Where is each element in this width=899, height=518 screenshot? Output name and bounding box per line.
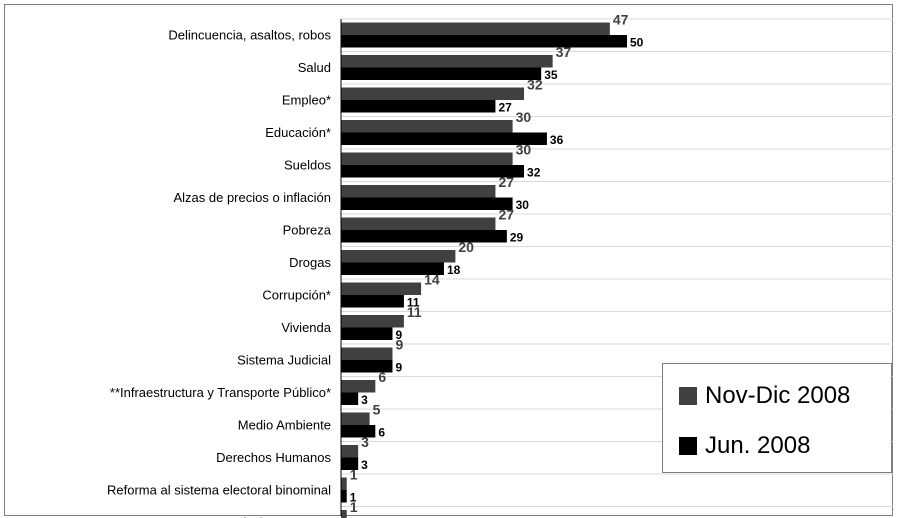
bar [341, 360, 393, 373]
bar [341, 165, 525, 178]
bar [341, 347, 393, 360]
bar [341, 327, 393, 340]
bar [341, 67, 542, 80]
legend: Nov-Dic 2008 Jun. 2008 [662, 363, 892, 473]
bar [341, 380, 376, 393]
bar [341, 35, 627, 48]
legend-item-nov-dic-2008: Nov-Dic 2008 [679, 382, 850, 410]
data-label: 30 [516, 142, 532, 158]
category-label: No sabe/No contesta [210, 515, 332, 518]
bar [341, 132, 547, 145]
data-label: 20 [458, 239, 474, 255]
legend-item-jun-2008: Jun. 2008 [679, 432, 810, 460]
data-label: 5 [373, 402, 381, 418]
data-label: 35 [544, 68, 558, 82]
category-label: Derechos Humanos [216, 450, 331, 465]
legend-swatch-nov-dic-2008 [679, 387, 697, 405]
data-label: 18 [447, 263, 461, 277]
bar [341, 55, 553, 68]
data-label: 50 [630, 36, 644, 50]
bar [341, 262, 444, 275]
bar [341, 87, 525, 100]
legend-label-jun-2008: Jun. 2008 [705, 432, 811, 459]
category-label: Drogas [289, 255, 331, 270]
data-label: 29 [510, 231, 524, 245]
category-label: Salud [298, 60, 331, 75]
data-label: 1 [350, 467, 358, 483]
category-label: Educación* [265, 125, 331, 140]
category-label: Sistema Judicial [237, 353, 331, 368]
bar [341, 457, 359, 470]
data-label: 11 [407, 304, 422, 320]
bar [341, 477, 347, 490]
data-label: 11 [407, 296, 420, 310]
data-label: 27 [498, 207, 514, 223]
category-label: Empleo* [282, 93, 331, 108]
bar [341, 425, 376, 438]
legend-label-nov-dic-2008: Nov-Dic 2008 [705, 382, 851, 409]
data-label: 14 [424, 272, 440, 288]
data-label: 1 [350, 491, 357, 505]
data-label: 32 [527, 77, 543, 93]
data-label: 37 [556, 44, 572, 60]
category-label: Alzas de precios o inflación [173, 190, 331, 205]
bar [341, 185, 496, 198]
data-label: 27 [498, 101, 512, 115]
bar [341, 295, 404, 308]
data-label: 9 [395, 337, 403, 353]
category-label: Delincuencia, asaltos, robos [168, 28, 331, 43]
data-label: 1 [350, 499, 358, 515]
bar [341, 392, 359, 405]
data-label: 32 [527, 166, 541, 180]
bar [341, 315, 404, 328]
bar [341, 445, 359, 458]
category-label: Pobreza [283, 223, 332, 238]
category-label: Sueldos [284, 158, 331, 173]
data-label: 30 [516, 198, 530, 212]
bar [341, 120, 513, 133]
bar [341, 250, 456, 263]
data-label: 36 [550, 133, 564, 147]
chart-frame [4, 4, 893, 516]
bar [341, 22, 610, 35]
bar [341, 152, 513, 165]
bar [341, 197, 513, 210]
data-label: 3 [361, 393, 368, 407]
data-label: 9 [395, 361, 402, 375]
data-label: 9 [395, 328, 402, 342]
bar [341, 412, 370, 425]
data-label: 30 [516, 109, 532, 125]
legend-swatch-jun-2008 [679, 437, 697, 455]
category-label: Medio Ambiente [238, 418, 331, 433]
bar [341, 490, 347, 503]
category-label: **Infraestructura y Transporte Público* [110, 385, 331, 400]
data-label: 6 [378, 369, 386, 385]
data-label: 3 [361, 434, 369, 450]
bar [341, 230, 507, 243]
data-label: 3 [361, 458, 368, 472]
data-label: 47 [613, 12, 629, 28]
category-label: Vivienda [281, 320, 331, 335]
bar [341, 510, 347, 518]
data-label: 6 [378, 426, 385, 440]
bar [341, 282, 422, 295]
category-label: Reforma al sistema electoral binominal [107, 483, 331, 498]
data-label: 27 [498, 174, 514, 190]
bar [341, 217, 496, 230]
bar [341, 100, 496, 113]
category-label: Corrupción* [262, 288, 331, 303]
